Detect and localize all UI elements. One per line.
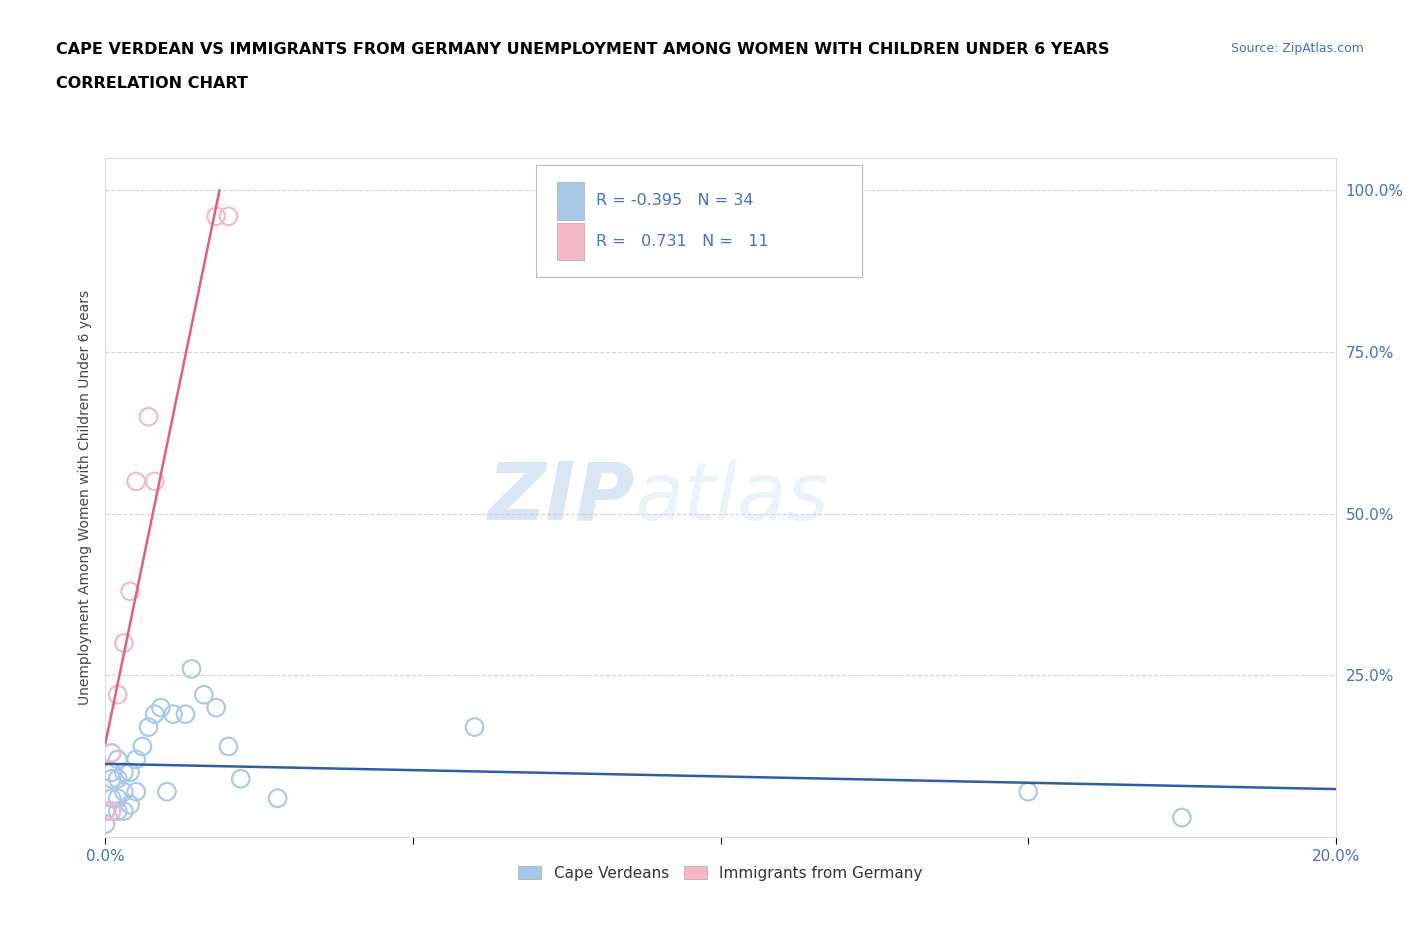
FancyBboxPatch shape [557, 182, 583, 219]
Point [174, 707, 197, 722]
Point [138, 720, 160, 735]
Point [125, 474, 148, 489]
Point [205, 209, 228, 224]
Point [94, 817, 117, 831]
Point [125, 752, 148, 767]
Text: CORRELATION CHART: CORRELATION CHART [56, 76, 247, 91]
Point [143, 707, 166, 722]
Point [464, 720, 486, 735]
FancyBboxPatch shape [557, 223, 583, 260]
Point [143, 474, 166, 489]
Point [267, 790, 290, 805]
Point [218, 209, 240, 224]
Point [156, 784, 179, 799]
Point [100, 771, 122, 786]
Legend: Cape Verdeans, Immigrants from Germany: Cape Verdeans, Immigrants from Germany [512, 860, 929, 887]
Point [107, 687, 129, 702]
Point [229, 771, 252, 786]
Point [120, 797, 141, 812]
Point [112, 784, 135, 799]
Point [100, 746, 122, 761]
Text: R =   0.731   N =   11: R = 0.731 N = 11 [596, 234, 769, 249]
Point [180, 661, 202, 676]
Point [100, 764, 122, 779]
Point [112, 804, 135, 818]
Point [218, 739, 240, 754]
Y-axis label: Unemployment Among Women with Children Under 6 years: Unemployment Among Women with Children U… [77, 290, 91, 705]
Point [112, 764, 135, 779]
Text: atlas: atlas [634, 458, 830, 537]
Point [94, 804, 117, 818]
Point [107, 804, 129, 818]
Text: CAPE VERDEAN VS IMMIGRANTS FROM GERMANY UNEMPLOYMENT AMONG WOMEN WITH CHILDREN U: CAPE VERDEAN VS IMMIGRANTS FROM GERMANY … [56, 42, 1109, 57]
Point [100, 790, 122, 805]
Point [1171, 810, 1194, 825]
Point [107, 752, 129, 767]
Text: Source: ZipAtlas.com: Source: ZipAtlas.com [1230, 42, 1364, 55]
Point [149, 700, 172, 715]
FancyBboxPatch shape [536, 165, 862, 277]
Point [112, 635, 135, 650]
Point [100, 804, 122, 818]
Point [138, 409, 160, 424]
Point [100, 746, 122, 761]
Point [120, 764, 141, 779]
Point [1017, 784, 1039, 799]
Point [193, 687, 215, 702]
Point [120, 584, 141, 599]
Point [125, 784, 148, 799]
Text: R = -0.395   N = 34: R = -0.395 N = 34 [596, 193, 754, 208]
Point [131, 739, 153, 754]
Point [100, 804, 122, 818]
Point [107, 790, 129, 805]
Point [205, 700, 228, 715]
Point [107, 771, 129, 786]
Point [94, 804, 117, 818]
Text: ZIP: ZIP [486, 458, 634, 537]
Point [162, 707, 184, 722]
